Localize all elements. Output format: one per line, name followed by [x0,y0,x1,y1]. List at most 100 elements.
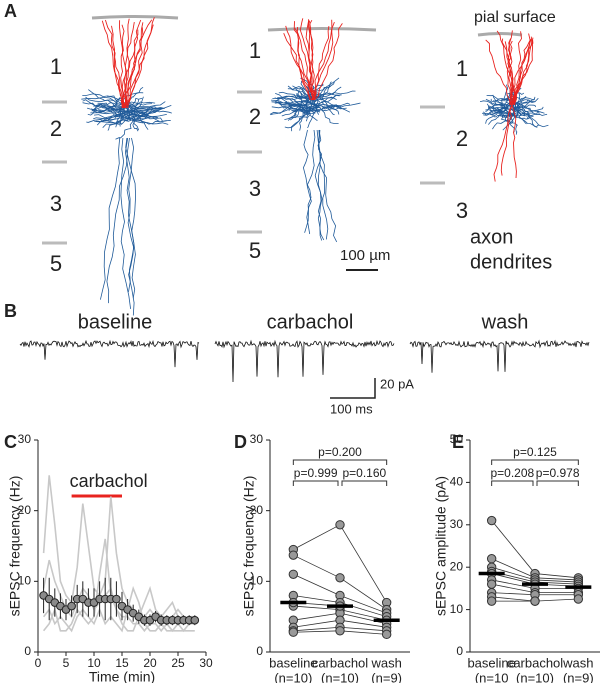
y-tick-label: 10 [450,602,464,616]
neurite [500,84,509,107]
layer-label: 2 [50,116,62,141]
x-tick-label: 10 [87,656,101,670]
neurite [134,118,167,125]
y-tick-label: 10 [250,574,264,588]
neurite [129,107,160,122]
scale-label: 100 ms [330,401,373,416]
group-n-label: (n=9) [371,670,402,683]
neurite [127,108,162,117]
neurite [126,117,169,125]
neurite [284,112,316,120]
neurite [106,137,130,304]
scale-label: 100 µm [340,247,390,264]
p-value: p=0.160 [342,466,386,480]
neurite [292,85,320,99]
scale-bar [330,378,376,399]
neurite [272,101,312,104]
pair-line [293,619,341,628]
pair-line [293,626,341,632]
neurite [306,101,340,110]
cell-line [42,559,195,633]
neurite [117,101,153,106]
y-tick-label: 20 [250,503,264,517]
pair-line [339,626,387,632]
neurite [297,89,305,112]
mean-point [67,601,76,611]
neurite [287,105,309,121]
p-value: p=0.999 [294,466,338,480]
neurite [127,96,144,116]
neurite [479,100,503,107]
x-tick-label: 5 [63,656,70,670]
neurite [283,33,313,101]
neurite [521,118,549,128]
pair-line [293,554,341,579]
p-value: p=0.978 [536,466,580,480]
neurite [302,97,319,115]
point [381,629,392,640]
pair-line [491,583,536,594]
pair-line [491,573,536,585]
neurite [506,38,512,106]
neurite [312,102,339,124]
trace [19,339,200,368]
y-tick-label: 0 [456,644,463,658]
pair-line [491,566,536,581]
neurite [313,21,335,101]
x-tick-label: 20 [143,656,157,670]
neurite [293,101,304,117]
neurite [270,103,304,116]
neurite [304,129,316,233]
layer-label: 3 [249,176,261,201]
y-tick-label: 0 [24,644,31,658]
pair-line [534,598,579,602]
neurite [520,110,545,115]
pair-line [293,595,341,603]
point [486,515,497,526]
neurite [304,95,336,109]
neurite [122,111,156,119]
layer-label: 5 [249,238,261,263]
neurite [133,115,149,130]
y-axis-label: sEPSC frequency (Hz) [241,476,257,617]
group-label: baseline [269,655,317,670]
neurite [318,129,329,240]
treatment-label: carbachol [70,471,148,491]
pair-line [339,524,388,603]
neurite [82,93,125,104]
layer-label: 5 [50,251,62,276]
neurite [104,19,124,109]
point [335,573,345,583]
pair-line [339,609,387,621]
trace [214,339,395,383]
y-tick-label: 30 [250,432,264,446]
point [288,550,299,560]
pair-line [293,630,341,633]
panel-label: B [4,301,17,321]
neurite [123,114,167,122]
y-tick-label: 0 [256,644,263,658]
neurite [295,88,321,103]
pair-line [491,520,536,574]
pair-line [534,579,579,583]
group-n-label: (n=10 [475,670,509,683]
cell-line [42,538,195,632]
neurite [123,19,153,109]
y-axis-label: sEPSC amplitude (pA) [433,476,449,616]
neurite [88,89,118,105]
neurite [82,99,116,111]
point [288,569,299,579]
neurite [124,137,135,316]
neurite [130,106,165,110]
neurite [504,111,514,124]
neurite [307,94,340,110]
layer-label: 3 [50,191,62,216]
neurite [100,137,121,300]
point [486,554,497,564]
neurite [513,96,536,111]
neurite [305,20,315,101]
pair-line [491,558,536,579]
legend-label: dendrites [470,251,552,273]
neurite [97,102,122,113]
neurite [127,137,135,292]
